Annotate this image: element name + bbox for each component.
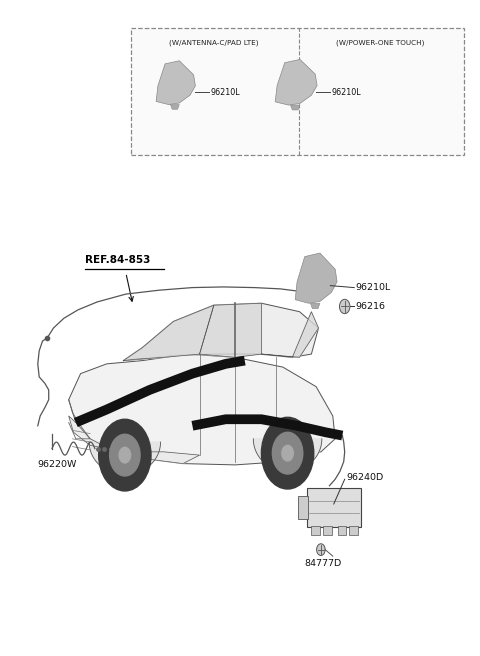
Circle shape (109, 434, 140, 476)
Polygon shape (89, 442, 160, 475)
Polygon shape (170, 104, 180, 110)
Bar (349, 525, 358, 535)
Polygon shape (123, 305, 214, 361)
FancyBboxPatch shape (131, 28, 464, 155)
Polygon shape (262, 312, 319, 358)
Polygon shape (290, 105, 300, 110)
Circle shape (262, 417, 314, 489)
Text: REF.84-853: REF.84-853 (85, 255, 151, 264)
Polygon shape (69, 354, 335, 465)
Bar (323, 525, 332, 535)
Polygon shape (253, 439, 322, 472)
Polygon shape (311, 303, 320, 308)
Bar (307, 487, 361, 527)
Text: (W/POWER-ONE TOUCH): (W/POWER-ONE TOUCH) (336, 40, 424, 47)
Polygon shape (295, 253, 337, 303)
Text: 96210L: 96210L (332, 87, 361, 96)
Text: 84777D: 84777D (304, 560, 341, 569)
Polygon shape (200, 303, 262, 358)
Circle shape (119, 447, 131, 463)
Circle shape (282, 445, 293, 461)
Bar (312, 525, 320, 535)
Text: 96220W: 96220W (38, 461, 77, 470)
Polygon shape (275, 60, 317, 105)
Text: 96216: 96216 (356, 302, 385, 311)
Text: 96240D: 96240D (346, 474, 384, 482)
Text: 96210L: 96210L (211, 87, 240, 96)
Circle shape (99, 419, 151, 491)
Bar (337, 525, 346, 535)
Circle shape (317, 544, 325, 556)
Text: 96210L: 96210L (356, 283, 391, 292)
Polygon shape (69, 416, 200, 464)
Polygon shape (123, 303, 319, 361)
Polygon shape (156, 61, 195, 104)
Bar (298, 495, 308, 519)
Text: (W/ANTENNA-C/PAD LTE): (W/ANTENNA-C/PAD LTE) (169, 40, 259, 47)
Circle shape (272, 432, 303, 474)
Circle shape (339, 299, 350, 314)
